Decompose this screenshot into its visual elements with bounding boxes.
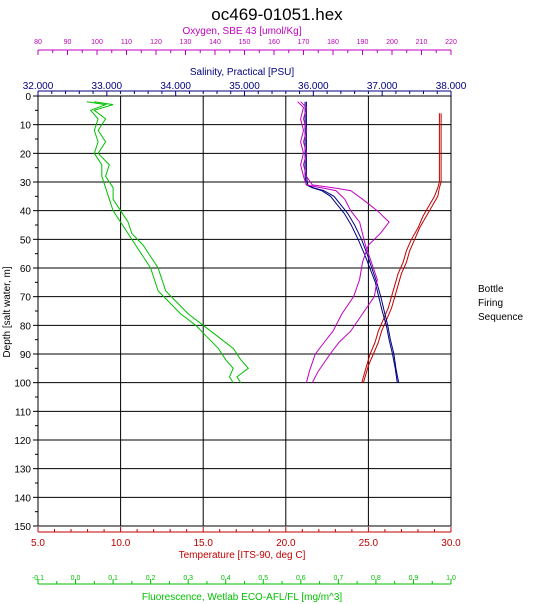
oxygen-tick-label: 180: [327, 39, 339, 46]
oxygen-tick-label: 150: [239, 39, 251, 46]
depth-tick-label: 20: [20, 149, 32, 160]
oxygen-axis-label: Oxygen, SBE 43 [umol/Kg]: [183, 26, 302, 37]
oxygen-tick-label: 110: [121, 39, 132, 46]
temperature-tick-label: 5.0: [31, 538, 45, 549]
oxygen-tick-label: 90: [64, 39, 72, 46]
oxygen-tick-label: 170: [298, 39, 310, 46]
temperature-profile-line: [361, 113, 440, 383]
temperature-tick-label: 10.0: [111, 538, 131, 549]
fluorescence-tick-label: 0.1: [108, 575, 118, 582]
oxygen-tick-label: 190: [357, 39, 369, 46]
salinity-tick-label: 34.000: [160, 81, 191, 92]
fluorescence-tick-label: 0.4: [221, 575, 231, 582]
data-series: [86, 101, 442, 383]
temperature-tick-label: 15.0: [193, 538, 213, 549]
depth-tick-label: 40: [20, 207, 32, 218]
grid-lines: [37, 95, 452, 527]
temperature-tick-label: 25.0: [359, 538, 379, 549]
fluorescence-tick-label: 0.0: [71, 575, 81, 582]
fluorescence-tick-label: 0.2: [146, 575, 156, 582]
side-label-line: Firing: [478, 298, 503, 309]
depth-tick-label: 90: [20, 350, 32, 361]
fluorescence-tick-label: 0.3: [183, 575, 193, 582]
depth-tick-label: 60: [20, 264, 32, 275]
salinity-tick-label: 36.000: [298, 81, 329, 92]
bottle-firing-sequence-label: Bottle Firing Sequence: [478, 284, 523, 323]
salinity-axis-label: Salinity, Practical [PSU]: [190, 67, 295, 78]
plot-frame: [37, 95, 452, 527]
depth-tick-label: 130: [14, 465, 31, 476]
depth-tick-label: 110: [15, 407, 31, 418]
oxygen-tick-label: 80: [34, 39, 42, 46]
salinity-tick-label: 32.000: [23, 81, 54, 92]
oxygen-tick-label: 130: [180, 39, 192, 46]
fluorescence-tick-label: 0.6: [296, 575, 306, 582]
fluorescence-profile-line: [86, 101, 234, 383]
fluorescence-tick-label: 0.7: [333, 575, 343, 582]
fluorescence-tick-label: 0.5: [258, 575, 268, 582]
depth-tick-label: 50: [20, 235, 32, 246]
salinity-profile-line: [305, 101, 400, 383]
depth-tick-label: 100: [14, 379, 31, 390]
side-label-line: Bottle: [478, 284, 504, 295]
depth-tick-label: 80: [20, 321, 32, 332]
salinity-tick-label: 37.000: [367, 81, 398, 92]
oxygen-tick-label: 210: [416, 39, 428, 46]
fluorescence-tick-label: 1.0: [446, 575, 456, 582]
depth-tick-label: 120: [14, 436, 31, 447]
depth-tick-label: 70: [20, 293, 32, 304]
oxygen-tick-label: 220: [445, 39, 457, 46]
oxygen-tick-label: 100: [91, 39, 103, 46]
fluorescence-tick-label: 0.9: [409, 575, 419, 582]
oxygen-tick-label: 160: [268, 39, 280, 46]
chart-title: oc469-01051.hex: [211, 5, 343, 24]
oxygen-tick-label: 200: [386, 39, 398, 46]
depth-tick-label: 10: [20, 121, 32, 132]
depth-tick-label: 30: [20, 178, 32, 189]
axis-labels: Oxygen, SBE 43 [umol/Kg] Salinity, Pract…: [2, 26, 342, 603]
side-label-line: Sequence: [478, 312, 523, 323]
depth-tick-label: 150: [14, 522, 31, 533]
salinity-tick-label: 33.000: [92, 81, 123, 92]
salinity-profile-line: [304, 101, 398, 383]
depth-axis-label: Depth [salt water, m]: [2, 266, 13, 357]
fluorescence-profile-line: [93, 101, 250, 383]
fluorescence-tick-label: 0.8: [371, 575, 381, 582]
fluorescence-tick-label: -0.1: [32, 575, 44, 582]
fluorescence-axis-label: Fluorescence, Wetlab ECO-AFL/FL [mg/m^3]: [142, 592, 343, 603]
oxygen-tick-label: 120: [150, 39, 162, 46]
salinity-tick-label: 35.000: [229, 81, 260, 92]
oxygen-profile-line: [300, 101, 390, 383]
oxygen-profile-line: [297, 101, 378, 383]
temperature-axis-label: Temperature [ITS-90, deg C]: [179, 550, 306, 561]
oxygen-tick-label: 140: [209, 39, 221, 46]
depth-tick-label: 140: [14, 493, 31, 504]
depth-tick-label: 0: [25, 92, 31, 103]
temperature-profile-line: [362, 113, 442, 383]
salinity-tick-label: 38.000: [436, 81, 467, 92]
temperature-tick-label: 30.0: [441, 538, 461, 549]
axes: 0 10 20 30 40 50 60 70 80 90 100 110 120 130 140 150 80 9…: [14, 39, 467, 585]
temperature-tick-label: 20.0: [276, 538, 296, 549]
